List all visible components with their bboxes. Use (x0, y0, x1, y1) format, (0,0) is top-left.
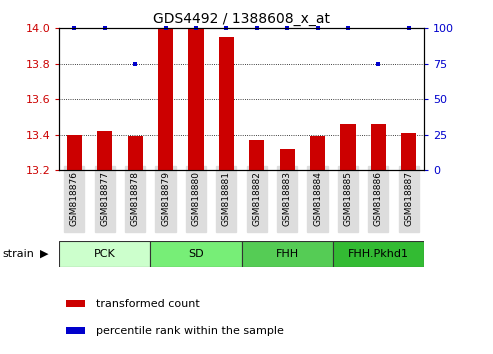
Bar (67, 135, 82, 170)
Text: percentile rank within the sample: percentile rank within the sample (96, 326, 283, 336)
Text: FHH.Pkhd1: FHH.Pkhd1 (348, 249, 409, 259)
Bar (249, 140, 264, 170)
Bar (188, 28, 204, 170)
Bar (150, 241, 242, 267)
Bar (219, 37, 234, 170)
Bar (310, 136, 325, 170)
Text: FHH: FHH (276, 249, 299, 259)
Bar (97, 131, 112, 170)
Bar (67, 300, 85, 307)
Bar (67, 327, 85, 334)
Title: GDS4492 / 1388608_x_at: GDS4492 / 1388608_x_at (153, 12, 330, 26)
Bar (371, 124, 386, 170)
Bar (59, 241, 150, 267)
Bar (280, 149, 295, 170)
Text: ▶: ▶ (40, 249, 49, 259)
Text: PCK: PCK (94, 249, 116, 259)
Bar (333, 241, 424, 267)
Text: SD: SD (188, 249, 204, 259)
Bar (340, 124, 355, 170)
Bar (242, 241, 333, 267)
Bar (401, 133, 417, 170)
Bar (128, 136, 143, 170)
Bar (158, 28, 173, 170)
Text: strain: strain (2, 249, 35, 259)
Text: transformed count: transformed count (96, 299, 199, 309)
